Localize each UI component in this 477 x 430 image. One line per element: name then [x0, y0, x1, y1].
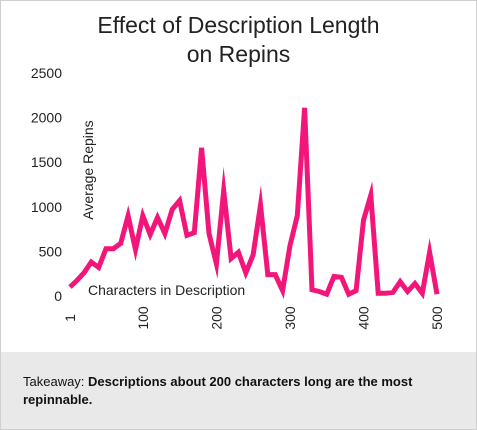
series-line	[68, 107, 440, 300]
chart-title-line-2: on Repins	[186, 41, 291, 67]
x-tick-label: 500	[429, 306, 445, 330]
y-tick-label: 1500	[31, 154, 62, 170]
x-tick-label: 1	[62, 314, 78, 322]
takeaway-prefix: Takeaway:	[23, 374, 89, 389]
y-tick-label: 2500	[31, 65, 62, 81]
takeaway-text: Takeaway: Descriptions about 200 charact…	[23, 373, 443, 409]
x-tick-label: 200	[208, 306, 224, 330]
chart-title: Effect of Description Length on Repins	[0, 11, 477, 69]
y-tick-label: 0	[54, 288, 62, 304]
x-tick-label: 300	[282, 306, 298, 330]
takeaway-message: Descriptions about 200 characters long a…	[23, 374, 413, 407]
line-chart: 0 500 1000 1500 2000 2500 1 100 200 300 400 500 Aver…	[31, 65, 445, 330]
chart-title-line-1: Effect of Description Length	[97, 12, 380, 38]
y-tick-label: 2000	[31, 110, 62, 126]
takeaway-panel	[1, 352, 476, 429]
x-axis-label: Characters in Description	[88, 282, 245, 298]
x-tick-label: 100	[135, 306, 151, 330]
y-tick-label: 1000	[31, 199, 62, 215]
y-tick-label: 500	[39, 243, 63, 259]
y-axis-label: Average Repins	[80, 120, 96, 219]
x-tick-label: 400	[355, 306, 371, 330]
